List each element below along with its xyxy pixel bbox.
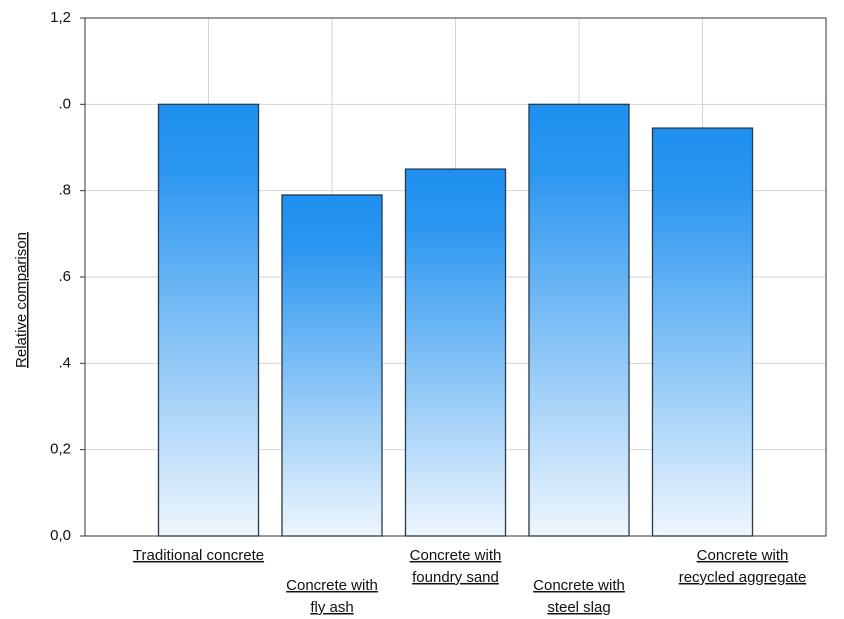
x-tick-label: foundry sand: [412, 569, 499, 586]
y-tick-label: .6: [58, 268, 71, 285]
bar: [157, 103, 260, 537]
x-tick-label: Traditional concrete: [133, 547, 264, 564]
bar: [651, 127, 754, 537]
x-tick-label: recycled aggregate: [679, 569, 807, 586]
x-tick-label: steel slag: [547, 599, 610, 616]
x-tick-label: Concrete with: [533, 577, 625, 594]
x-tick-label: Concrete with: [286, 577, 378, 594]
y-tick-label: .4: [58, 354, 71, 371]
y-tick-label: 1,2: [50, 9, 71, 26]
y-tick-label: .0: [58, 95, 71, 112]
bar: [528, 103, 630, 537]
y-tick-label: .8: [58, 182, 71, 199]
x-tick-label: Concrete with: [410, 547, 502, 564]
bar: [404, 168, 507, 537]
x-tick-label: Concrete with: [697, 547, 789, 564]
y-tick-label: 0,0: [50, 527, 71, 544]
x-tick-label: fly ash: [310, 599, 353, 616]
bar: [281, 194, 383, 537]
y-axis-label: Relative comparison: [13, 232, 30, 368]
y-tick-label: 0,2: [50, 441, 71, 458]
